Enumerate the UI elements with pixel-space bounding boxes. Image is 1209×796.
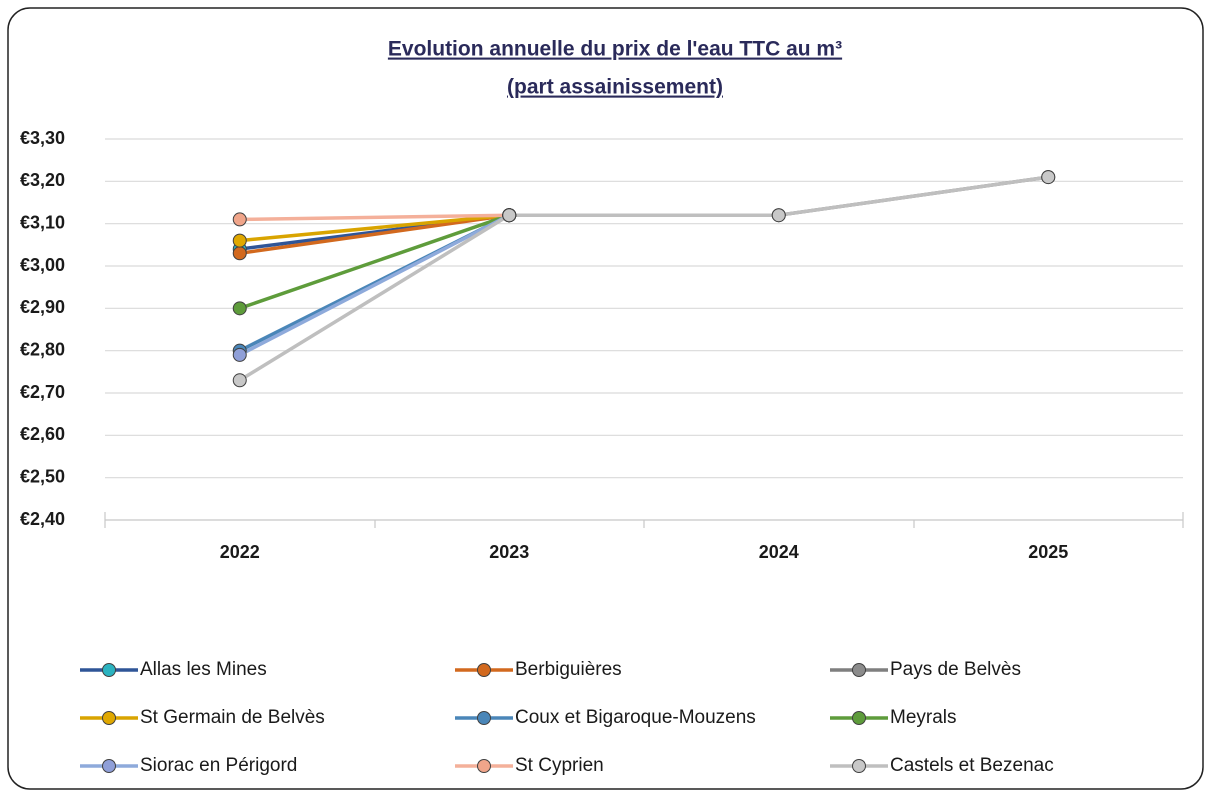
data-point <box>232 233 247 248</box>
legend-marker <box>852 759 866 773</box>
legend-marker <box>477 711 491 725</box>
y-tick-label: €3,20 <box>20 170 65 190</box>
legend-label: St Germain de Belvès <box>140 707 325 728</box>
series-lines <box>232 170 1056 388</box>
y-tick-label: €2,90 <box>20 297 65 317</box>
legend-label: Castels et Bezenac <box>890 755 1054 776</box>
legend-marker <box>477 663 491 677</box>
data-point <box>502 208 517 223</box>
data-point <box>232 347 247 362</box>
legend-label: Pays de Belvès <box>890 659 1021 680</box>
series-line <box>238 175 1049 382</box>
data-point <box>232 301 247 316</box>
data-point <box>771 208 786 223</box>
chart-title: Evolution annuelle du prix de l'eau TTC … <box>388 38 842 61</box>
legend-label: St Cyprien <box>515 755 604 776</box>
legend-marker <box>477 759 491 773</box>
x-tick-label: 2023 <box>489 542 529 562</box>
y-tick-label: €3,10 <box>20 212 65 232</box>
y-tick-label: €2,70 <box>20 382 65 402</box>
x-tick-label: 2025 <box>1028 542 1068 562</box>
legend-label: Coux et Bigaroque-Mouzens <box>515 707 756 728</box>
series-line <box>239 213 510 310</box>
legend-marker <box>102 759 116 773</box>
data-point <box>232 212 247 227</box>
legend-marker <box>852 663 866 677</box>
x-tick-label: 2024 <box>759 542 799 562</box>
y-tick-label: €3,00 <box>20 255 65 275</box>
y-tick-label: €2,50 <box>20 466 65 486</box>
y-tick-label: €2,60 <box>20 424 65 444</box>
data-point <box>1041 170 1056 185</box>
y-tick-label: €2,80 <box>20 339 65 359</box>
series-line <box>239 213 510 222</box>
x-axis-ticks <box>104 512 1184 528</box>
chart-frame <box>7 7 1204 790</box>
series-line <box>238 213 511 357</box>
series-line <box>239 213 510 243</box>
legend-label: Allas les Mines <box>140 659 267 680</box>
legend-marker <box>102 711 116 725</box>
legend-marker <box>852 711 866 725</box>
legend-label: Siorac en Périgord <box>140 755 297 776</box>
data-point <box>232 246 247 261</box>
x-tick-label: 2022 <box>220 542 260 562</box>
data-point <box>232 373 247 388</box>
chart-subtitle: (part assainissement) <box>507 76 723 99</box>
y-tick-label: €2,40 <box>20 509 65 529</box>
legend-marker <box>102 663 116 677</box>
y-tick-label: €3,30 <box>20 128 65 148</box>
series-line <box>239 213 510 256</box>
legend-label: Meyrals <box>890 707 957 728</box>
legend-label: Berbiguières <box>515 659 622 680</box>
